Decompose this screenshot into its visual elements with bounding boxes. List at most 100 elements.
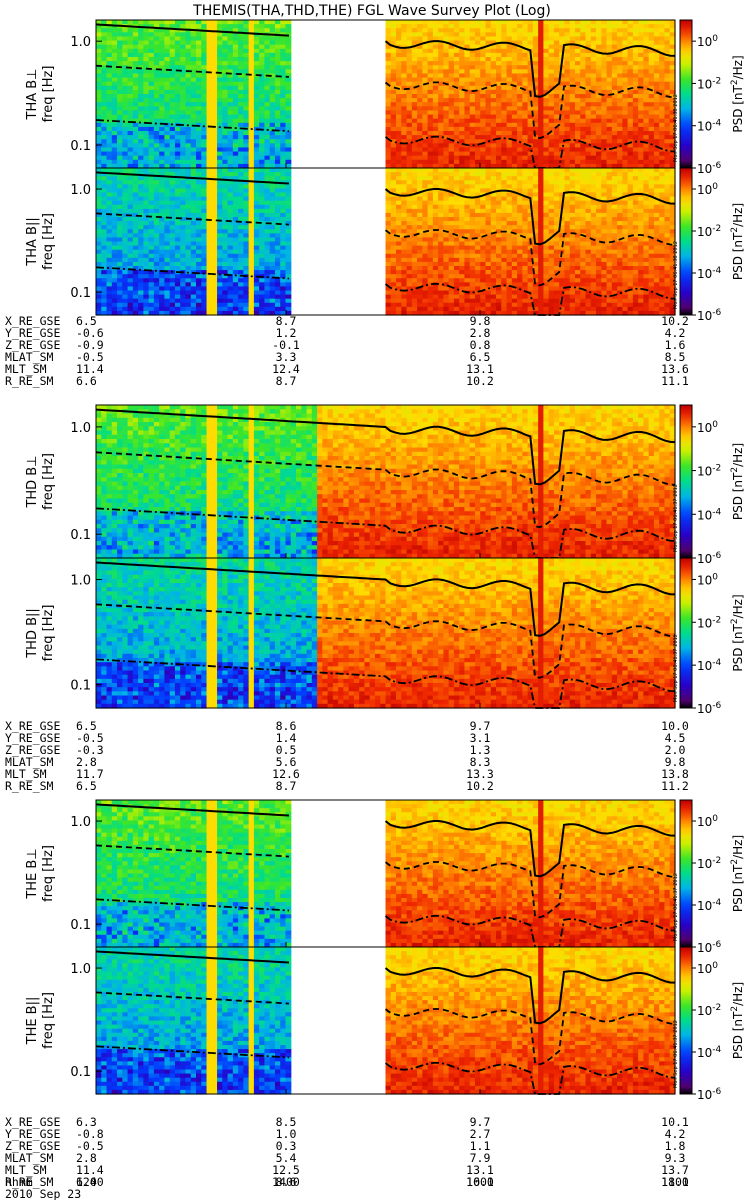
heatmap-cell — [396, 114, 402, 120]
heatmap-cell — [153, 184, 160, 190]
heatmap-cell — [532, 118, 539, 124]
heatmap-cell — [101, 163, 108, 169]
heatmap-cell — [459, 118, 466, 124]
heatmap-cell — [106, 155, 113, 161]
heatmap-cell — [180, 176, 187, 181]
heatmap-cell — [548, 155, 555, 161]
heatmap-cell — [238, 282, 244, 288]
heatmap-cell — [190, 229, 197, 234]
heatmap-cell — [217, 24, 223, 29]
heatmap-cell — [101, 28, 108, 33]
heatmap-cell — [511, 73, 518, 79]
heatmap-cell — [422, 163, 429, 169]
heatmap-cell — [627, 52, 634, 58]
heatmap-cell — [427, 310, 434, 316]
heatmap-cell — [522, 65, 529, 70]
heatmap-cell — [185, 282, 192, 288]
heatmap-cell — [285, 298, 292, 304]
heatmap-cell — [280, 77, 287, 83]
heatmap-cell — [180, 102, 187, 107]
heatmap-cell — [448, 65, 455, 70]
heatmap-cell — [196, 143, 202, 149]
heatmap-cell — [243, 159, 250, 165]
heatmap-cell — [648, 163, 655, 169]
heatmap-cell — [632, 52, 639, 58]
heatmap-cell — [396, 159, 402, 165]
heatmap-cell — [417, 28, 423, 33]
heatmap-cell — [532, 131, 539, 136]
heatmap-cell — [101, 52, 108, 58]
heatmap-cell — [243, 253, 250, 259]
heatmap-cell — [643, 28, 650, 33]
heatmap-cell — [622, 118, 629, 124]
heatmap-cell — [411, 147, 418, 153]
heatmap-cell — [269, 28, 276, 33]
heatmap-cell — [222, 180, 229, 185]
heatmap-cell — [585, 143, 592, 149]
heatmap-cell — [506, 98, 513, 103]
heatmap-cell — [211, 85, 218, 91]
heatmap-cell — [232, 163, 239, 169]
heatmap-cell — [443, 57, 450, 62]
heatmap-cell — [211, 94, 218, 99]
heatmap-cell — [174, 249, 181, 255]
heatmap-cell — [496, 98, 502, 103]
heatmap-cell — [396, 241, 402, 247]
heatmap-cell — [280, 36, 287, 42]
heatmap-cell — [164, 184, 171, 190]
heatmap-cell — [111, 229, 118, 234]
heatmap-cell — [238, 172, 244, 177]
heatmap-cell — [501, 98, 508, 103]
heatmap-cell — [222, 143, 229, 149]
heatmap-cell — [159, 217, 166, 222]
heatmap-cell — [611, 155, 618, 161]
heatmap-cell — [196, 233, 202, 239]
heatmap-cell — [111, 298, 118, 304]
heatmap-cell — [596, 81, 602, 87]
heatmap-cell — [585, 44, 592, 50]
heatmap-cell — [606, 122, 613, 128]
heatmap-cell — [527, 36, 534, 42]
heatmap-cell — [601, 151, 608, 157]
heatmap-cell — [138, 278, 144, 283]
heatmap-cell — [138, 249, 144, 255]
heatmap-cell — [222, 110, 229, 116]
heatmap-cell — [411, 57, 418, 62]
heatmap-cell — [211, 135, 218, 140]
heatmap-cell — [406, 204, 413, 210]
heatmap-cell — [485, 102, 492, 107]
heatmap-cell — [106, 69, 113, 75]
heatmap-cell — [274, 229, 281, 234]
heatmap-cell — [448, 89, 455, 95]
heatmap-cell — [148, 221, 155, 226]
heatmap-cell — [564, 85, 571, 91]
heatmap-cell — [164, 61, 171, 66]
heatmap-cell — [653, 77, 660, 83]
heatmap-cell — [574, 77, 581, 83]
heatmap-cell — [274, 270, 281, 275]
heatmap-cell — [596, 106, 602, 112]
heatmap-cell — [138, 237, 144, 243]
heatmap-cell — [464, 122, 471, 128]
heatmap-cell — [180, 184, 187, 190]
heatmap-cell — [606, 89, 613, 95]
heatmap-cell — [401, 110, 408, 116]
heatmap-cell — [390, 241, 397, 247]
heatmap-cell — [427, 159, 434, 165]
heatmap-cell — [227, 163, 234, 169]
heatmap-cell — [385, 114, 392, 120]
heatmap-cell — [422, 294, 429, 300]
heatmap-cell — [132, 69, 139, 75]
heatmap-cell — [464, 24, 471, 29]
heatmap-cell — [569, 102, 576, 107]
heatmap-cell — [132, 163, 139, 169]
heatmap-cell — [664, 73, 671, 79]
heatmap-cell — [590, 118, 597, 124]
heatmap-cell — [485, 20, 492, 25]
heatmap-cell — [243, 20, 250, 25]
heatmap-cell — [474, 126, 481, 132]
heatmap-cell — [627, 106, 634, 112]
heatmap-cell — [248, 245, 255, 251]
heatmap-cell — [259, 294, 266, 300]
heatmap-cell — [601, 131, 608, 136]
